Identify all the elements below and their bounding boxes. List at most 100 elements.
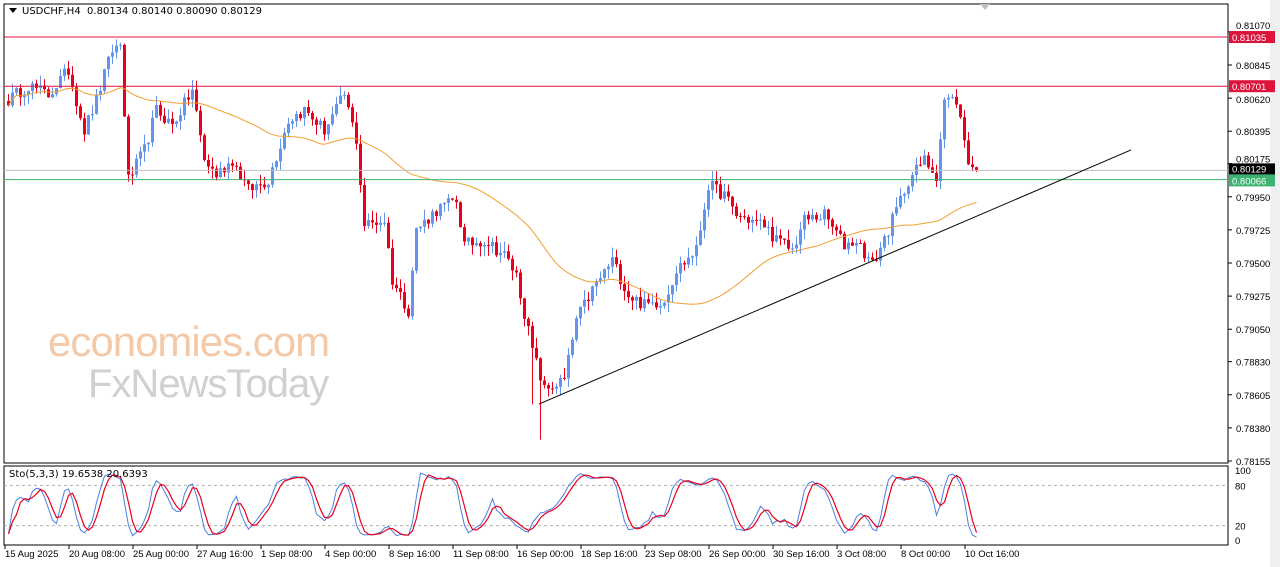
- candle-body: [807, 214, 810, 220]
- candle-body: [963, 117, 966, 141]
- candle-body: [847, 242, 850, 250]
- candle-body: [43, 85, 46, 90]
- moving-average-line: [8, 87, 977, 305]
- candle-body: [639, 296, 642, 309]
- candle-body: [147, 142, 150, 145]
- candle-body: [651, 302, 654, 304]
- candle-body: [171, 118, 174, 124]
- candle-body: [507, 251, 510, 259]
- symbol-label: USDCHF,H4: [22, 6, 81, 17]
- candle-body: [711, 180, 714, 191]
- y-tick-label: 0.78155: [1236, 457, 1270, 468]
- candle-body: [499, 252, 502, 256]
- candle-body: [819, 219, 822, 221]
- candle-body: [919, 164, 922, 166]
- candle-body: [935, 172, 938, 182]
- main-panel: [3, 3, 1229, 464]
- candle-body: [735, 206, 738, 217]
- candle-body: [263, 184, 266, 188]
- candle-body: [19, 88, 22, 98]
- x-tick-label: 18 Sep 16:00: [581, 549, 638, 560]
- candle-body: [107, 56, 110, 70]
- candle-body: [331, 114, 334, 125]
- candle-body: [235, 165, 238, 167]
- x-tick-label: 11 Sep 08:00: [453, 549, 509, 560]
- price-tag: [1229, 174, 1275, 187]
- y-tick-label: 0.79725: [1236, 226, 1270, 237]
- candle-body: [103, 69, 106, 91]
- candle-body: [683, 263, 686, 265]
- candle-body: [55, 88, 58, 95]
- candle-body: [415, 228, 418, 271]
- candle-body: [531, 325, 534, 348]
- candle-body: [459, 202, 462, 228]
- candle-body: [899, 195, 902, 208]
- candle-body: [907, 186, 910, 194]
- candle-body: [775, 235, 778, 242]
- candle-body: [135, 158, 138, 175]
- candle-body: [871, 257, 874, 260]
- candle-body: [539, 358, 542, 381]
- candle-body: [835, 226, 838, 231]
- candle-body: [139, 151, 142, 159]
- candle-body: [159, 104, 162, 116]
- candle-body: [803, 214, 806, 230]
- candle-body: [131, 174, 134, 176]
- candle-body: [615, 257, 618, 265]
- candle-body: [343, 94, 346, 96]
- candle-body: [811, 214, 814, 220]
- candle-body: [439, 204, 442, 216]
- candle-body: [479, 243, 482, 247]
- candle-body: [303, 106, 306, 119]
- dropdown-triangle-icon[interactable]: [9, 8, 17, 13]
- candle-body: [15, 88, 18, 93]
- candle-body: [851, 242, 854, 246]
- candle-body: [759, 219, 762, 221]
- candle-body: [419, 226, 422, 229]
- candle-body: [443, 202, 446, 205]
- candle-body: [67, 68, 70, 75]
- candle-body: [599, 277, 602, 282]
- candle-body: [867, 257, 870, 259]
- candle-body: [595, 281, 598, 287]
- price-tag-label: 0.81035: [1232, 33, 1266, 44]
- chart-header: USDCHF,H4 0.80134 0.80140 0.80090 0.8012…: [9, 6, 262, 17]
- candle-body: [863, 243, 866, 259]
- candle-body: [843, 233, 846, 250]
- stochastic-signal-line: [7, 474, 978, 536]
- candle-body: [371, 220, 374, 223]
- candle-body: [491, 242, 494, 247]
- candle-body: [831, 219, 834, 227]
- candle-body: [551, 388, 554, 390]
- candle-body: [403, 292, 406, 309]
- candle-body: [751, 219, 754, 223]
- candle-body: [79, 106, 82, 119]
- stochastic-level-label: 0: [1235, 536, 1240, 547]
- candle-body: [515, 270, 518, 273]
- candle-body: [855, 242, 858, 246]
- candle-body: [151, 117, 154, 143]
- x-tick-label: 26 Sep 00:00: [709, 549, 766, 560]
- price-tag-label: 0.80066: [1232, 176, 1266, 187]
- candle-body: [791, 248, 794, 250]
- candle-body: [719, 184, 722, 199]
- candle-body: [643, 299, 646, 309]
- candle-body: [575, 318, 578, 340]
- y-tick-label: 0.78380: [1236, 424, 1270, 435]
- candle-body: [727, 191, 730, 197]
- candle-body: [483, 245, 486, 247]
- candle-body: [543, 380, 546, 385]
- candle-body: [355, 122, 358, 144]
- candle-body: [895, 207, 898, 214]
- x-tick-label: 3 Oct 08:00: [837, 549, 886, 560]
- candle-body: [455, 199, 458, 203]
- candle-body: [527, 318, 530, 326]
- candle-body: [211, 166, 214, 169]
- candle-body: [295, 114, 298, 122]
- candle-body: [587, 299, 590, 302]
- x-tick-label: 10 Oct 16:00: [965, 549, 1019, 560]
- candle-body: [143, 144, 146, 152]
- trendline: [538, 149, 1132, 405]
- candle-body: [83, 118, 86, 135]
